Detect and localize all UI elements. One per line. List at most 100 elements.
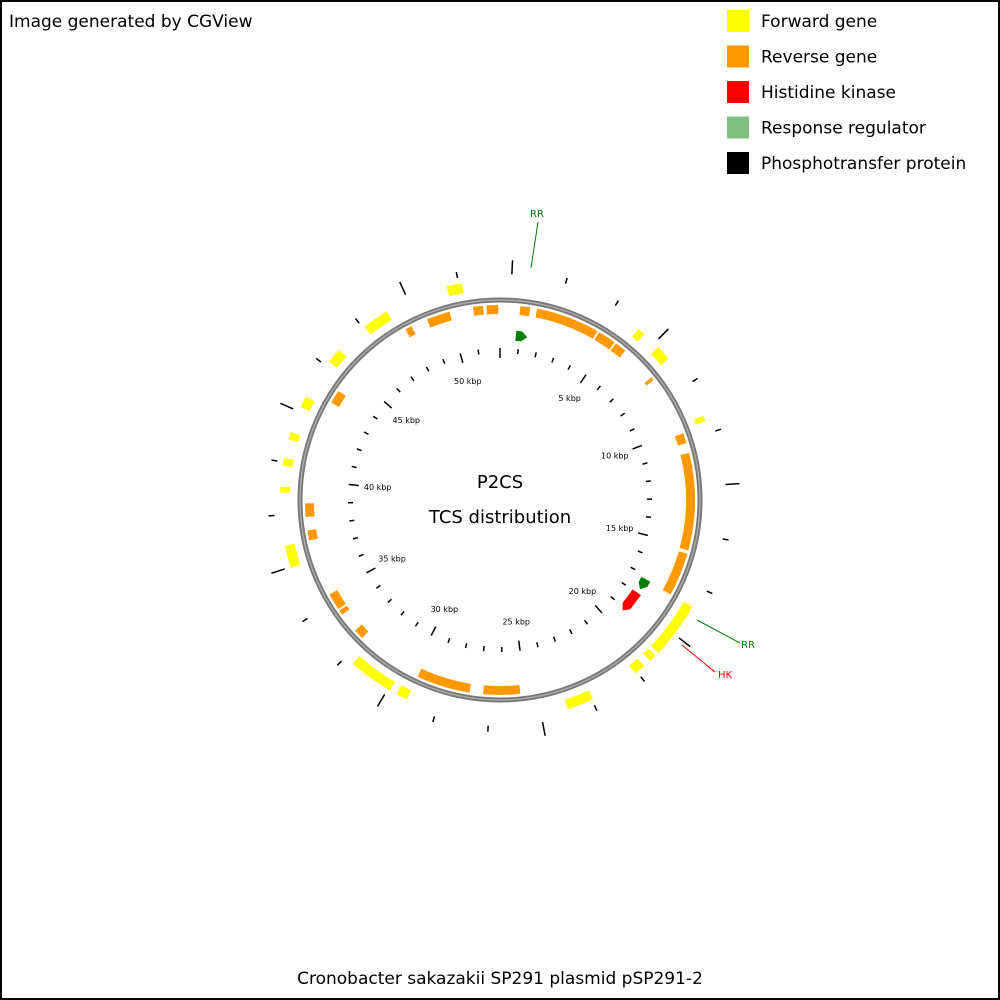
- forward-gene: [694, 415, 706, 425]
- annotation-line: [696, 619, 741, 644]
- ruler-tick: [349, 519, 355, 522]
- reverse-gene: [679, 452, 695, 551]
- ruler-tick: [447, 637, 451, 644]
- ruler-tick: [351, 465, 357, 469]
- ruler-label: 50 kbp: [454, 377, 482, 386]
- ruler-tick: [637, 550, 643, 554]
- outer-tick: [541, 721, 546, 736]
- legend-label: Phosphotransfer protein: [761, 154, 966, 174]
- ruler-label: 45 kbp: [392, 416, 420, 425]
- ruler-tick: [645, 480, 651, 483]
- reverse-gene: [305, 503, 315, 517]
- legend-label: Response regulator: [761, 119, 926, 139]
- outer-tick: [280, 402, 294, 410]
- outer-tick: [614, 300, 620, 307]
- legend-label: Reverse gene: [761, 48, 877, 68]
- forward-gene: [284, 543, 301, 568]
- forward-gene: [300, 396, 315, 412]
- forward-gene: [282, 458, 294, 468]
- backbone-highlight: [299, 299, 701, 701]
- reverse-gene: [644, 377, 654, 386]
- annotation-line: [530, 221, 539, 269]
- outer-tick: [315, 357, 322, 363]
- ruler-tick: [632, 444, 643, 450]
- outer-tick: [593, 705, 598, 712]
- ruler-tick: [629, 428, 635, 432]
- legend-label: Forward gene: [761, 12, 877, 32]
- ruler-tick: [518, 640, 521, 651]
- ruler-tick: [637, 532, 649, 537]
- reverse-gene: [417, 668, 471, 693]
- forward-gene: [629, 658, 645, 674]
- outer-tick: [455, 272, 459, 279]
- ruler-label: 20 kbp: [569, 587, 597, 596]
- ruler-tick: [425, 366, 430, 372]
- ruler-tick: [594, 604, 603, 614]
- forward-gene: [564, 690, 593, 710]
- ruler-tick: [552, 636, 557, 642]
- forward-gene: [288, 432, 301, 443]
- ruler-tick: [414, 621, 419, 627]
- legend-swatch: [727, 45, 749, 68]
- ruler-tick: [383, 401, 393, 409]
- reverse-gene: [355, 624, 369, 638]
- forward-gene: [396, 685, 412, 700]
- outer-tick: [657, 328, 669, 340]
- reverse-gene: [405, 326, 416, 338]
- ruler-tick: [442, 358, 446, 365]
- ruler-tick: [482, 646, 485, 652]
- ruler-tick: [352, 536, 359, 540]
- outer-tick: [692, 377, 698, 383]
- caption: Cronobacter sakazakii SP291 plasmid pSP2…: [297, 969, 703, 989]
- annotation: HK: [718, 670, 733, 681]
- forward-gene: [329, 349, 347, 368]
- ruler-tick: [366, 567, 376, 574]
- outer-tick: [336, 660, 343, 666]
- ruler-label: 40 kbp: [364, 483, 392, 492]
- reverse-gene: [329, 590, 346, 610]
- outer-tick: [354, 318, 360, 324]
- ruler-tick: [536, 642, 539, 648]
- forward-gene: [352, 656, 395, 691]
- outer-tick: [399, 281, 407, 295]
- ruler-tick: [645, 516, 652, 519]
- ruler-tick: [400, 610, 405, 616]
- ruler-tick: [579, 374, 587, 384]
- outer-tick: [640, 676, 646, 682]
- forward-gene: [446, 283, 464, 297]
- legend-swatch: [727, 81, 749, 103]
- annotation-line: [681, 644, 716, 673]
- reverse-gene: [331, 390, 346, 407]
- ruler-label: 10 kbp: [601, 451, 629, 460]
- ruler-tick: [372, 415, 378, 420]
- outer-tick: [432, 716, 436, 723]
- reverse-gene: [535, 308, 598, 339]
- ruler-tick: [610, 595, 616, 601]
- ruler-label: 15 kbp: [606, 524, 634, 533]
- reverse-gene: [307, 529, 319, 541]
- ruler-tick: [477, 349, 480, 355]
- reverse-gene: [674, 433, 687, 446]
- ruler-tick: [621, 581, 627, 586]
- annotation: RR: [741, 640, 755, 651]
- ruler-tick: [551, 357, 555, 363]
- outer-tick: [271, 459, 278, 462]
- outer-tick: [722, 538, 729, 541]
- forward-gene: [643, 648, 656, 661]
- ruler-label: 35 kbp: [378, 554, 406, 563]
- ruler-tick: [567, 364, 572, 371]
- reverse-gene: [483, 684, 521, 696]
- reverse-gene: [486, 305, 499, 315]
- legend-swatch: [727, 10, 749, 32]
- ruler-tick: [356, 448, 362, 452]
- reverse-gene: [472, 305, 484, 316]
- legend-label: Histidine kinase: [761, 83, 896, 103]
- response-regulator: [638, 576, 651, 590]
- reverse-gene: [610, 343, 626, 358]
- credit: Image generated by CGView: [9, 12, 253, 32]
- histidine-kinase: [622, 589, 641, 611]
- ruler-tick: [396, 387, 401, 393]
- outer-tick: [302, 617, 308, 623]
